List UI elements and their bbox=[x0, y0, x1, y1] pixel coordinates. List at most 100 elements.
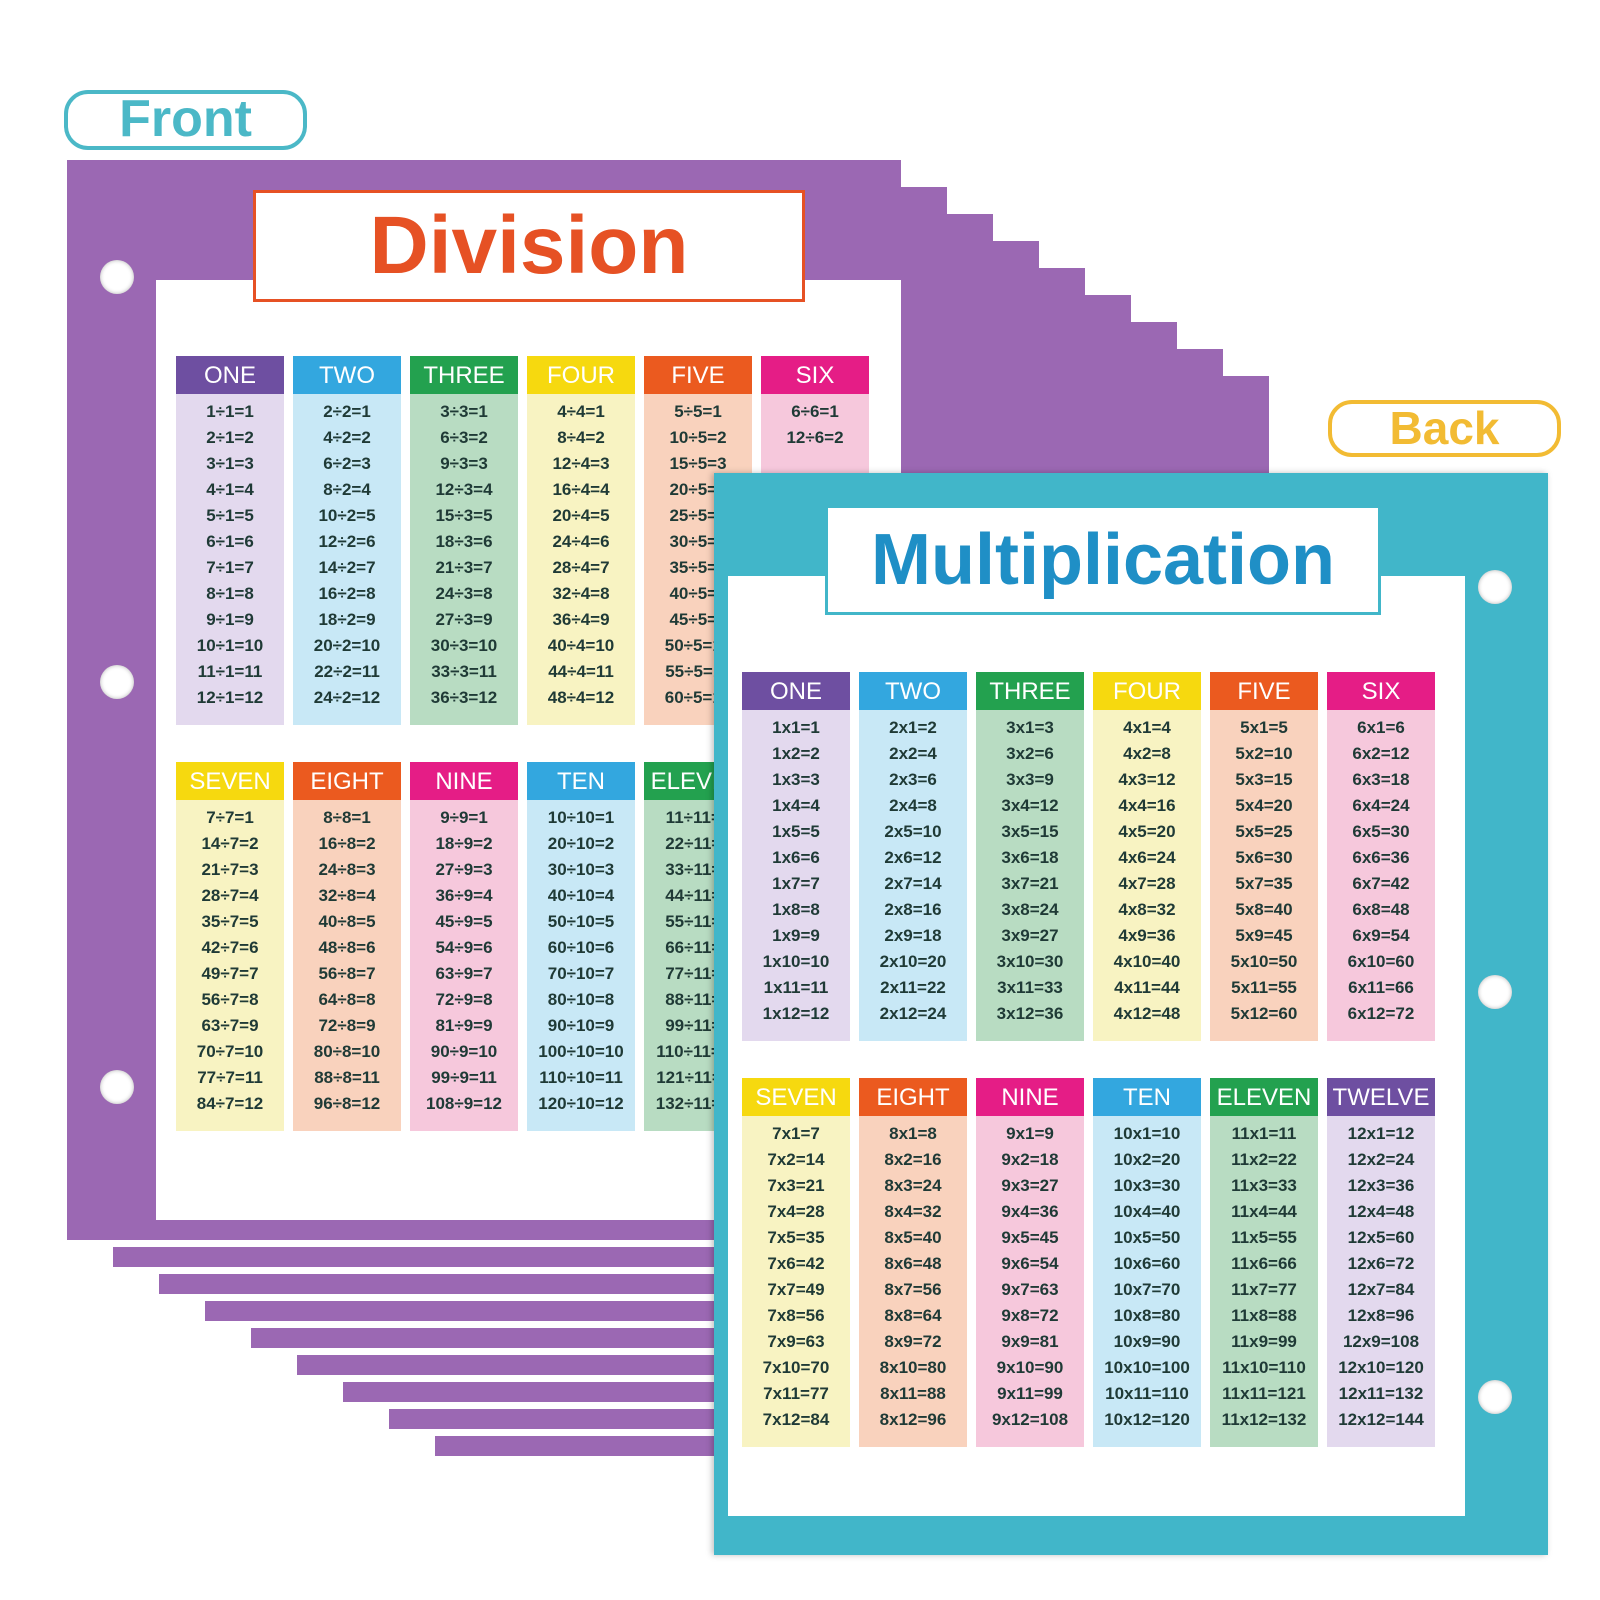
table-row: 7x9=63 bbox=[767, 1332, 825, 1351]
table-row: 1x9=9 bbox=[772, 926, 820, 945]
table-row: 12÷6=2 bbox=[786, 428, 844, 447]
table-header: TEN bbox=[527, 762, 635, 800]
table-body: 3x1=3 3x2=6 3x3=9 3x4=12 3x5=15 3x6=18 3x7=21 3… bbox=[976, 710, 1084, 1041]
table-row: 99÷9=11 bbox=[431, 1068, 497, 1087]
table-row: 45÷5=9 bbox=[669, 610, 727, 629]
table-row: 11x7=77 bbox=[1231, 1280, 1297, 1299]
table-row: 16÷2=8 bbox=[318, 584, 376, 603]
table-column-two: TWO 2÷2=1 4÷2=2 6÷2=3 8÷2=4 10÷2=5 12÷2=6 14÷2=… bbox=[293, 356, 401, 725]
table-row: 11x8=88 bbox=[1231, 1306, 1297, 1325]
table-row: 11x12=132 bbox=[1221, 1410, 1307, 1429]
table-column-eleven: ELEVEN 11x1=11 11x2=22 11x3=33 11x4=44 11x5=5… bbox=[1210, 1078, 1318, 1447]
table-row: 12x7=84 bbox=[1347, 1280, 1415, 1299]
table-row: 8÷1=8 bbox=[206, 584, 254, 603]
table-row: 9x4=36 bbox=[1001, 1202, 1059, 1221]
table-row: 28÷7=4 bbox=[201, 886, 259, 905]
table-row: 10x1=10 bbox=[1113, 1124, 1181, 1143]
table-body: 4÷4=1 8÷4=2 12÷4=3 16÷4=4 20÷4=5 24÷4=6 28÷4=7… bbox=[527, 394, 635, 725]
table-row: 63÷7=9 bbox=[201, 1016, 259, 1035]
table-row: 3x5=15 bbox=[1001, 822, 1059, 841]
table-row: 1x11=11 bbox=[763, 978, 829, 997]
table-row: 4x1=4 bbox=[1123, 718, 1171, 737]
table-row: 8÷4=2 bbox=[557, 428, 605, 447]
table-row: 10x9=90 bbox=[1113, 1332, 1181, 1351]
table-row: 40÷10=4 bbox=[547, 886, 615, 905]
table-body: 2x1=2 2x2=4 2x3=6 2x4=8 2x5=10 2x6=12 2x7=14 2x… bbox=[859, 710, 967, 1041]
multiplication-title: Multiplication bbox=[825, 505, 1381, 615]
table-row: 7x2=14 bbox=[767, 1150, 825, 1169]
table-row: 81÷9=9 bbox=[435, 1016, 493, 1035]
table-body: 9x1=9 9x2=18 9x3=27 9x4=36 9x5=45 9x6=54 9x7=6… bbox=[976, 1116, 1084, 1447]
table-row: 72÷9=8 bbox=[435, 990, 493, 1009]
table-row: 1x5=5 bbox=[772, 822, 820, 841]
table-row: 8x2=16 bbox=[884, 1150, 942, 1169]
table-row: 20÷5=4 bbox=[669, 480, 727, 499]
table-row: 4÷2=2 bbox=[323, 428, 371, 447]
table-row: 12x12=144 bbox=[1338, 1410, 1424, 1429]
table-row: 20÷2=10 bbox=[313, 636, 381, 655]
table-row: 12x10=120 bbox=[1338, 1358, 1424, 1377]
table-row: 7x8=56 bbox=[767, 1306, 825, 1325]
table-row: 4÷4=1 bbox=[557, 402, 605, 421]
table-row: 5x10=50 bbox=[1230, 952, 1298, 971]
table-row: 10x6=60 bbox=[1113, 1254, 1181, 1273]
table-row: 42÷7=6 bbox=[201, 938, 259, 957]
table-row: 15÷5=3 bbox=[669, 454, 727, 473]
table-row: 15÷3=5 bbox=[435, 506, 493, 525]
table-row: 22÷2=11 bbox=[314, 662, 380, 681]
table-row: 11x9=99 bbox=[1231, 1332, 1297, 1351]
table-row: 8x7=56 bbox=[884, 1280, 942, 1299]
table-row: 8x1=8 bbox=[889, 1124, 937, 1143]
table-row: 9÷1=9 bbox=[206, 610, 254, 629]
table-row: 72÷8=9 bbox=[318, 1016, 376, 1035]
table-row: 12x5=60 bbox=[1347, 1228, 1415, 1247]
table-row: 11x5=55 bbox=[1231, 1228, 1297, 1247]
table-row: 35÷7=5 bbox=[201, 912, 259, 931]
table-row: 4x3=12 bbox=[1118, 770, 1176, 789]
table-row: 3x3=9 bbox=[1006, 770, 1054, 789]
table-body: 1x1=1 1x2=2 1x3=3 1x4=4 1x5=5 1x6=6 1x7=7 1x8=8… bbox=[742, 710, 850, 1041]
table-row: 11x4=44 bbox=[1231, 1202, 1297, 1221]
punch-hole bbox=[1478, 570, 1512, 604]
table-row: 32÷8=4 bbox=[318, 886, 376, 905]
table-row: 6x11=66 bbox=[1348, 978, 1414, 997]
table-row: 27÷3=9 bbox=[435, 610, 493, 629]
table-row: 4x7=28 bbox=[1118, 874, 1176, 893]
table-header: NINE bbox=[976, 1078, 1084, 1116]
table-row: 84÷7=12 bbox=[196, 1094, 264, 1113]
table-body: 4x1=4 4x2=8 4x3=12 4x4=16 4x5=20 4x6=24 4x7=28… bbox=[1093, 710, 1201, 1041]
table-body: 12x1=12 12x2=24 12x3=36 12x4=48 12x5=60 12x6=… bbox=[1327, 1116, 1435, 1447]
table-row: 3x4=12 bbox=[1001, 796, 1059, 815]
table-row: 110÷10=11 bbox=[539, 1068, 623, 1087]
table-row: 30÷3=10 bbox=[430, 636, 498, 655]
table-column-six: SIX 6x1=6 6x2=12 6x3=18 6x4=24 6x5=30 6x6=36 6x… bbox=[1327, 672, 1435, 1041]
table-row: 4÷1=4 bbox=[206, 480, 254, 499]
table-row: 2x4=8 bbox=[889, 796, 937, 815]
table-row: 11x2=22 bbox=[1231, 1150, 1297, 1169]
table-row: 9x9=81 bbox=[1001, 1332, 1059, 1351]
table-row: 12x1=12 bbox=[1347, 1124, 1415, 1143]
table-row: 18÷2=9 bbox=[318, 610, 376, 629]
table-header: SEVEN bbox=[176, 762, 284, 800]
table-row: 12÷4=3 bbox=[552, 454, 610, 473]
table-row: 108÷9=12 bbox=[426, 1094, 502, 1113]
table-header: ONE bbox=[742, 672, 850, 710]
table-row: 1x1=1 bbox=[772, 718, 820, 737]
table-row: 32÷4=8 bbox=[552, 584, 610, 603]
table-row: 7x7=49 bbox=[767, 1280, 825, 1299]
table-row: 2x1=2 bbox=[889, 718, 937, 737]
table-row: 5x6=30 bbox=[1235, 848, 1293, 867]
table-column-eight: EIGHT 8x1=8 8x2=16 8x3=24 8x4=32 8x5=40 8x6=48… bbox=[859, 1078, 967, 1447]
division-title: Division bbox=[253, 190, 805, 302]
table-row: 12x3=36 bbox=[1347, 1176, 1415, 1195]
table-row: 7x1=7 bbox=[772, 1124, 820, 1143]
table-row: 9÷9=1 bbox=[440, 808, 488, 827]
table-row: 16÷4=4 bbox=[552, 480, 610, 499]
table-row: 90÷10=9 bbox=[547, 1016, 615, 1035]
table-row: 6x9=54 bbox=[1352, 926, 1410, 945]
back-label: Back bbox=[1328, 400, 1561, 457]
table-body: 6x1=6 6x2=12 6x3=18 6x4=24 6x5=30 6x6=36 6x7=4… bbox=[1327, 710, 1435, 1041]
table-row: 3x9=27 bbox=[1001, 926, 1059, 945]
table-row: 10÷2=5 bbox=[318, 506, 376, 525]
table-row: 24÷4=6 bbox=[552, 532, 610, 551]
